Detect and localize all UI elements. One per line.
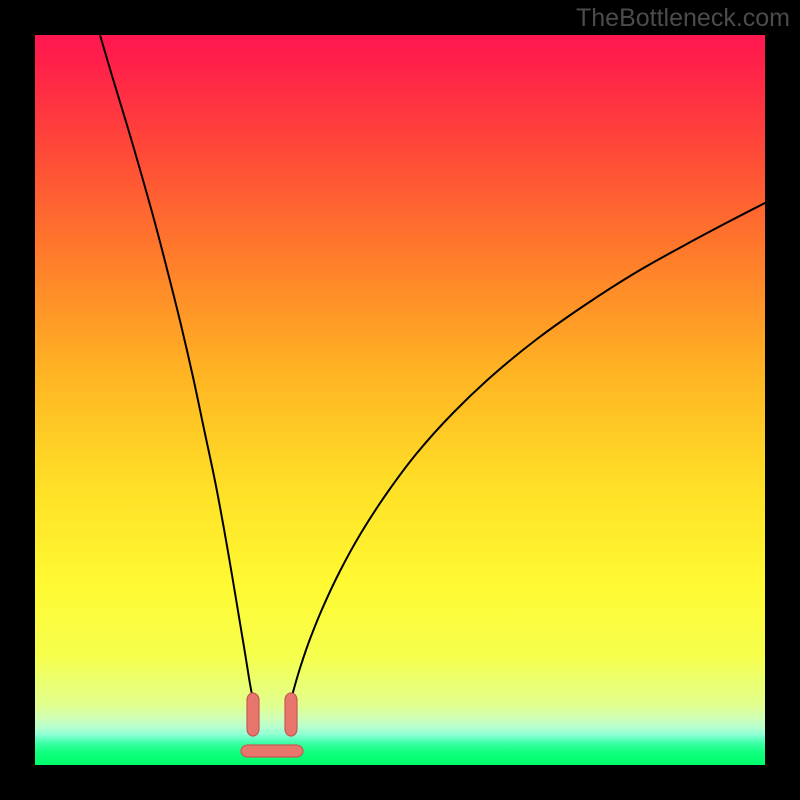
gradient-background: [35, 35, 765, 765]
chart-container: TheBottleneck.com: [0, 0, 800, 800]
watermark-text: TheBottleneck.com: [576, 4, 790, 33]
marker-pill-2: [241, 745, 303, 757]
marker-pill-1: [285, 693, 297, 736]
marker-pill-0: [247, 693, 259, 736]
plot-svg: [35, 35, 765, 765]
plot-area: [35, 35, 765, 765]
